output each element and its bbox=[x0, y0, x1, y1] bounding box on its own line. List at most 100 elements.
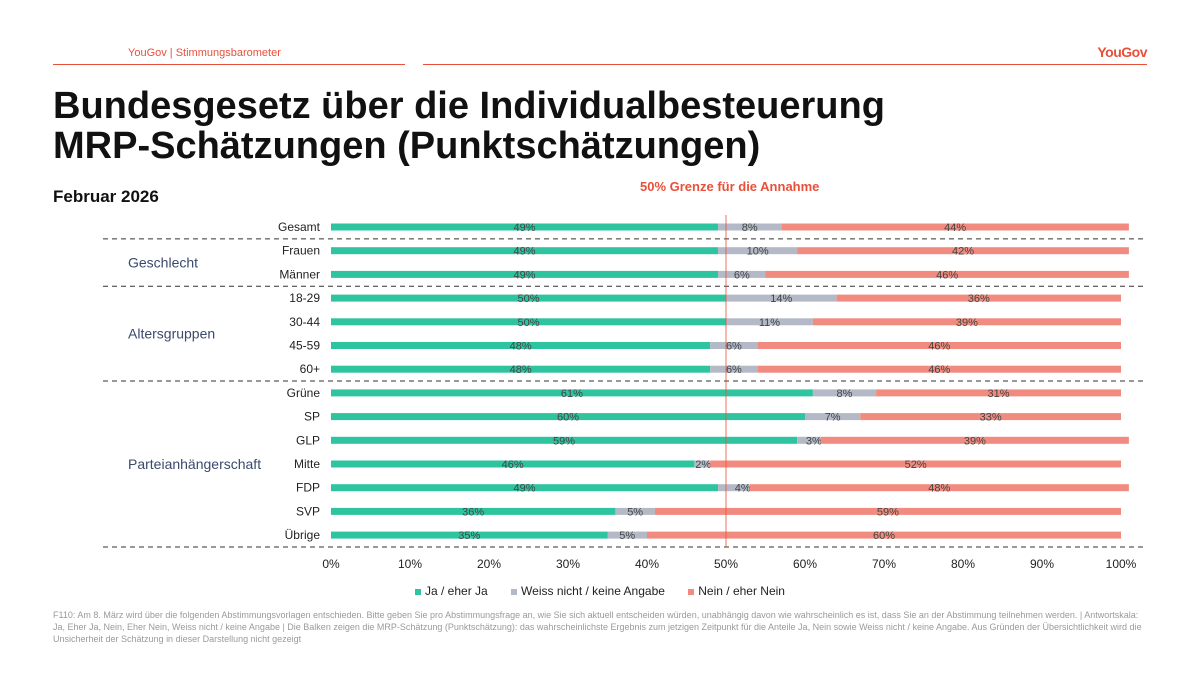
bar-segment-nein bbox=[836, 294, 1121, 302]
bar-segment-nein bbox=[654, 507, 1121, 515]
bar-segment-weiss bbox=[718, 223, 782, 231]
data-label: 5% bbox=[619, 530, 635, 542]
data-label: 49% bbox=[514, 246, 536, 258]
x-tick-label: 60% bbox=[793, 557, 817, 571]
data-label: 60% bbox=[873, 530, 895, 542]
bar-segment-ja bbox=[331, 342, 711, 349]
category-label: Übrige bbox=[285, 528, 321, 542]
bar-segment-nein bbox=[797, 247, 1129, 255]
bar-segment-ja bbox=[331, 365, 711, 373]
x-tick-label: 100% bbox=[1106, 557, 1137, 571]
bar-segment-nein bbox=[765, 270, 1129, 278]
data-label: 31% bbox=[988, 388, 1010, 400]
data-label: 4% bbox=[735, 483, 751, 495]
data-label: 48% bbox=[510, 341, 532, 353]
bar-segment-nein bbox=[781, 223, 1129, 231]
bar-segment-nein bbox=[820, 436, 1129, 444]
header-source: YouGov | Stimmungsbarometer bbox=[128, 47, 281, 59]
data-label: 48% bbox=[510, 364, 532, 376]
data-label: 6% bbox=[734, 269, 750, 281]
x-tick-label: 10% bbox=[398, 557, 422, 571]
data-label: 50% bbox=[517, 293, 539, 305]
bar-segment-weiss bbox=[710, 365, 758, 373]
bar-segment-ja bbox=[331, 413, 805, 421]
category-label: 30-44 bbox=[289, 315, 320, 329]
category-label: GLP bbox=[296, 433, 320, 447]
bar-segment-weiss bbox=[718, 247, 798, 255]
data-label: 46% bbox=[928, 364, 950, 376]
bar-segment-weiss bbox=[805, 413, 861, 421]
legend-label-nein: Nein / eher Nein bbox=[698, 584, 785, 598]
data-label: 6% bbox=[726, 364, 742, 376]
data-label: 59% bbox=[877, 506, 899, 518]
bar-segment-weiss bbox=[812, 389, 877, 397]
bar-segment-nein bbox=[757, 365, 1121, 373]
bar-segment-weiss bbox=[718, 270, 766, 278]
group-label-2: Parteianhängerschaft bbox=[128, 456, 261, 472]
data-label: 59% bbox=[553, 435, 575, 447]
data-label: 48% bbox=[928, 483, 950, 495]
legend-label-weiss: Weiss nicht / keine Angabe bbox=[521, 584, 665, 598]
data-label: 46% bbox=[928, 341, 950, 353]
data-label: 3% bbox=[806, 435, 822, 447]
category-label: Männer bbox=[279, 267, 320, 281]
bar-segment-ja bbox=[331, 247, 719, 255]
data-label: 61% bbox=[561, 388, 583, 400]
bar-segment-ja bbox=[331, 436, 798, 444]
category-label: Grüne bbox=[287, 386, 321, 400]
header-divider-left bbox=[53, 64, 405, 65]
bar-segment-ja bbox=[331, 270, 719, 278]
chart-legend: Ja / eher Ja Weiss nicht / keine Angabe … bbox=[0, 584, 1200, 598]
bar-segment-nein bbox=[860, 413, 1121, 421]
bar-segment-ja bbox=[331, 484, 719, 492]
data-label: 46% bbox=[502, 459, 524, 471]
title-line-2: MRP-Schätzungen (Punktschätzungen) bbox=[53, 125, 761, 167]
category-label: 60+ bbox=[300, 362, 320, 376]
legend-item-ja: Ja / eher Ja bbox=[415, 584, 488, 598]
bar-segment-ja bbox=[331, 294, 726, 302]
x-tick-label: 40% bbox=[635, 557, 659, 571]
bar-segment-nein bbox=[710, 460, 1121, 468]
title-line-1: Bundesgesetz über die Individualbesteuer… bbox=[53, 85, 885, 127]
bar-segment-ja bbox=[331, 460, 695, 468]
category-label: Gesamt bbox=[278, 220, 321, 234]
data-label: 8% bbox=[837, 388, 853, 400]
yougov-logo: YouGov bbox=[1097, 44, 1147, 60]
category-label: 18-29 bbox=[289, 291, 320, 305]
x-tick-label: 0% bbox=[322, 557, 340, 571]
data-label: 14% bbox=[770, 293, 792, 305]
data-label: 49% bbox=[514, 222, 536, 234]
bar-segment-weiss bbox=[797, 436, 821, 444]
category-label: 45-59 bbox=[289, 339, 320, 353]
category-label: SVP bbox=[296, 504, 320, 518]
bar-segment-nein bbox=[749, 484, 1129, 492]
bar-segment-ja bbox=[331, 531, 608, 539]
data-label: 11% bbox=[759, 317, 780, 329]
x-tick-label: 20% bbox=[477, 557, 501, 571]
header-divider-right bbox=[423, 64, 1147, 65]
bar-segment-nein bbox=[647, 531, 1121, 539]
subtitle-date: Februar 2026 bbox=[53, 187, 159, 206]
data-label: 2% bbox=[695, 459, 711, 471]
x-tick-label: 30% bbox=[556, 557, 580, 571]
bar-segment-weiss bbox=[607, 531, 647, 539]
data-label: 39% bbox=[964, 435, 986, 447]
data-label: 7% bbox=[825, 412, 841, 424]
bar-segment-ja bbox=[331, 507, 616, 515]
group-label-1: Altersgruppen bbox=[128, 326, 215, 342]
data-label: 36% bbox=[968, 293, 990, 305]
bar-segment-nein bbox=[757, 342, 1121, 349]
data-label: 8% bbox=[742, 222, 758, 234]
group-label-0: Geschlecht bbox=[128, 255, 198, 271]
reference-line-label: 50% Grenze für die Annahme bbox=[640, 179, 819, 194]
legend-label-ja: Ja / eher Ja bbox=[425, 584, 488, 598]
bar-segment-nein bbox=[812, 318, 1121, 326]
legend-swatch-weiss bbox=[511, 588, 518, 595]
x-tick-label: 80% bbox=[951, 557, 975, 571]
bar-segment-weiss bbox=[710, 342, 758, 349]
data-label: 46% bbox=[936, 269, 958, 281]
bar-segment-weiss bbox=[615, 507, 655, 515]
data-label: 33% bbox=[980, 412, 1002, 424]
data-label: 39% bbox=[956, 317, 978, 329]
